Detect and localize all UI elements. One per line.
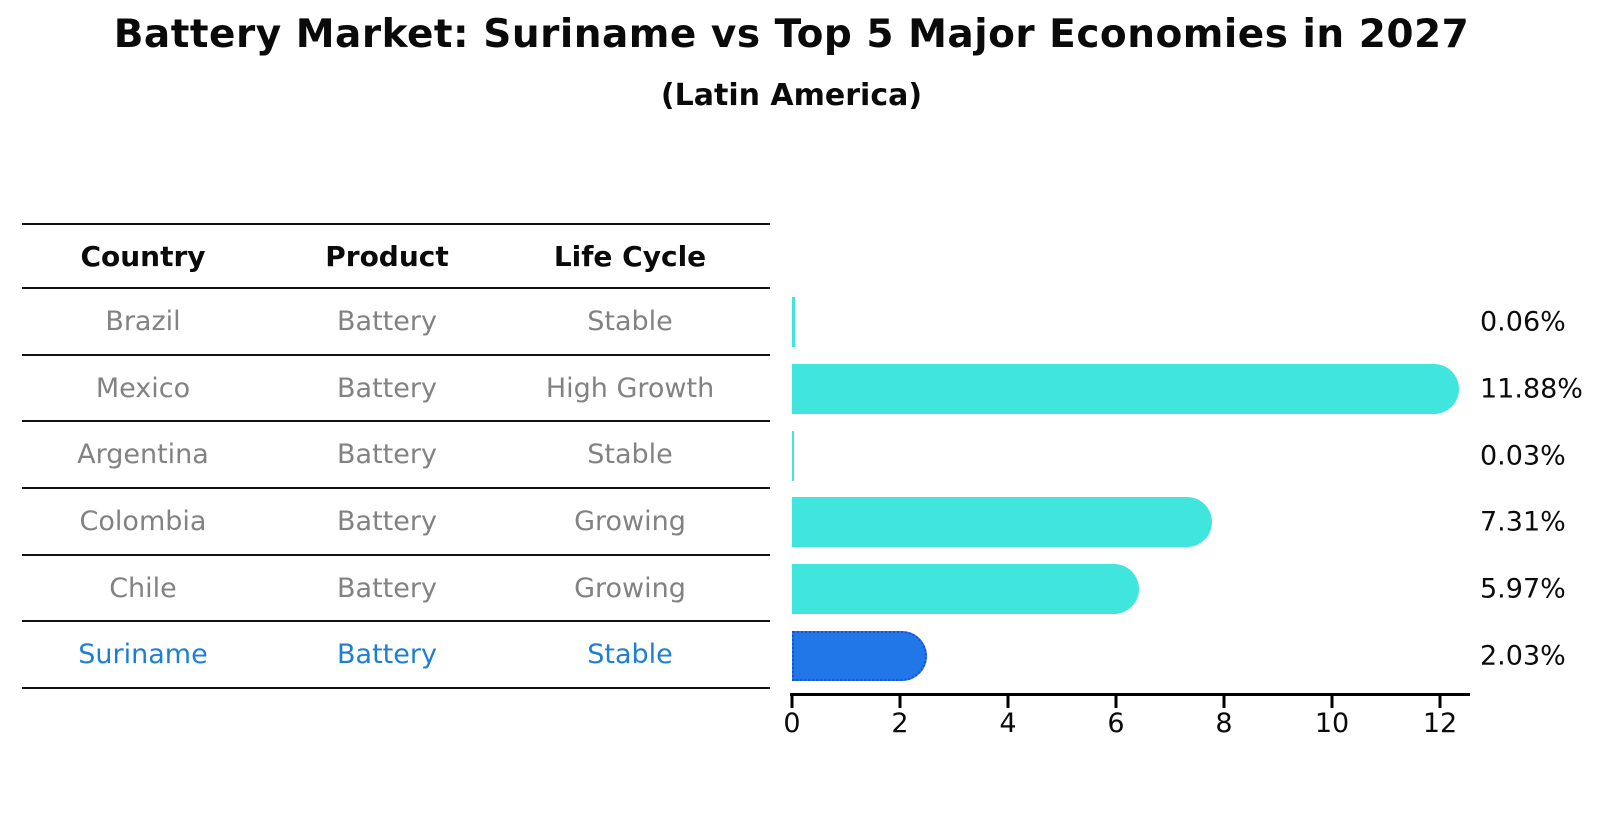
value-label-chile: 5.97% (1480, 573, 1566, 605)
bar-brazil (792, 297, 795, 348)
lifecycle-cell: Stable (587, 439, 673, 471)
lifecycle-cell: High Growth (545, 372, 715, 404)
x-axis-tick-label: 6 (1107, 708, 1125, 739)
table-body: Brazil Battery Stable Mexico Battery High Gro… (22, 289, 770, 690)
column-header-country: Country (80, 239, 206, 273)
value-label-argentina: 0.03% (1480, 440, 1566, 472)
country-cell: Brazil (105, 305, 181, 337)
x-axis-tick-label: 2 (891, 708, 909, 739)
lifecycle-cell: Stable (587, 305, 673, 337)
x-axis-line (790, 693, 1470, 696)
x-axis-tick (1330, 696, 1334, 708)
column-header-lifecycle: Life Cycle (553, 239, 707, 273)
lifecycle-cell: Growing (574, 505, 686, 537)
product-cell: Battery (337, 305, 437, 337)
chart-title: Battery Market: Suriname vs Top 5 Major … (113, 12, 1470, 57)
x-axis-tick (1438, 696, 1442, 708)
value-label-suriname: 2.03% (1480, 640, 1566, 672)
x-axis-tick-label: 0 (783, 708, 801, 739)
bar-argentina (792, 430, 794, 481)
bar-suriname (792, 630, 927, 681)
product-cell: Battery (337, 505, 437, 537)
x-axis-tick-label: 12 (1422, 708, 1458, 739)
country-cell: Argentina (77, 439, 209, 471)
x-axis-tick (1006, 696, 1010, 708)
table-header-row: Country Product Life Cycle (22, 223, 770, 289)
x-axis-tick (790, 696, 794, 708)
bar-chile (792, 564, 1139, 615)
table-row-colombia: Colombia Battery Growing (22, 489, 770, 556)
table-row-argentina: Argentina Battery Stable (22, 422, 770, 490)
chart-subtitle: (Latin America) (660, 78, 923, 113)
bar-mexico (792, 364, 1459, 415)
value-label-mexico: 11.88% (1480, 373, 1583, 405)
country-cell: Mexico (95, 372, 191, 404)
table-row-suriname: Suriname Battery Stable (22, 622, 770, 690)
country-cell: Suriname (78, 639, 208, 671)
table-row-brazil: Brazil Battery Stable (22, 289, 770, 356)
value-label-brazil: 0.06% (1480, 306, 1566, 338)
x-axis-tick-label: 4 (999, 708, 1017, 739)
product-cell: Battery (337, 439, 437, 471)
country-cell: Colombia (79, 505, 207, 537)
x-axis-tick (1114, 696, 1118, 708)
product-cell: Battery (337, 639, 437, 671)
country-cell: Chile (109, 572, 177, 604)
x-axis-tick (898, 696, 902, 708)
column-header-product: Product (325, 239, 449, 273)
product-cell: Battery (337, 372, 437, 404)
lifecycle-cell: Growing (574, 572, 686, 604)
table-row-chile: Chile Battery Growing (22, 556, 770, 623)
x-axis-tick (1222, 696, 1226, 708)
bar-colombia (792, 497, 1212, 548)
data-table: Country Product Life Cycle Brazil Battery… (22, 223, 770, 690)
x-axis-tick-label: 10 (1314, 708, 1350, 739)
lifecycle-cell: Stable (587, 639, 673, 671)
x-axis-tick-label: 8 (1215, 708, 1233, 739)
product-cell: Battery (337, 572, 437, 604)
table-row-mexico: Mexico Battery High Growth (22, 356, 770, 423)
value-label-colombia: 7.31% (1480, 506, 1566, 538)
